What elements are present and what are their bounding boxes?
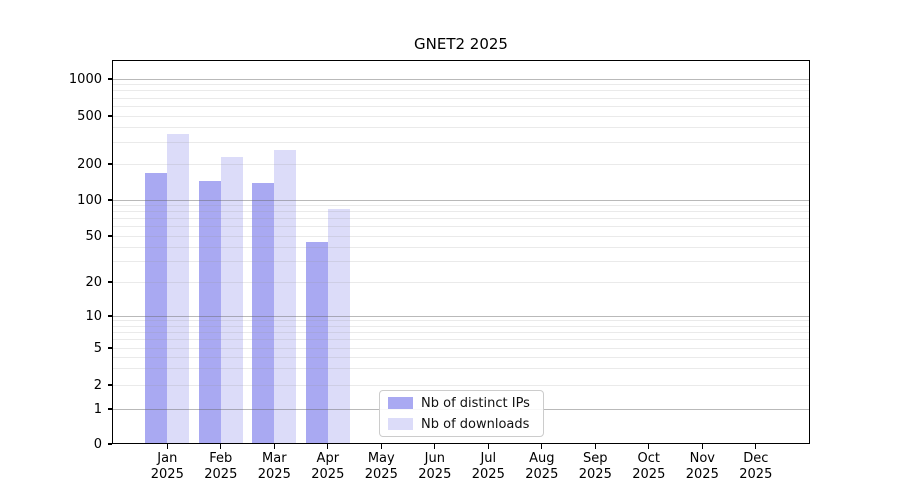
y-tick-label: 200 <box>77 156 102 172</box>
minor-gridline <box>112 261 810 263</box>
y-tick-label: 2 <box>93 377 102 393</box>
plot-area <box>112 60 810 444</box>
y-tick-label: 500 <box>77 108 102 124</box>
minor-gridline <box>112 356 810 358</box>
x-tick-label-aug: Aug 2025 <box>525 451 559 482</box>
x-tick-mark <box>541 444 543 449</box>
minor-gridline <box>112 211 810 213</box>
x-tick-label-jan: Jan 2025 <box>150 451 184 482</box>
minor-gridline <box>112 163 810 165</box>
y-tick-mark <box>107 199 112 201</box>
x-tick-label-jun: Jun 2025 <box>418 451 452 482</box>
minor-gridline <box>112 127 810 129</box>
x-tick-label-may: May 2025 <box>364 451 398 482</box>
legend-label-distinct-ips: Nb of distinct IPs <box>421 395 530 411</box>
y-tick-mark <box>107 115 112 117</box>
minor-gridline <box>112 235 810 237</box>
x-tick-label-mar: Mar 2025 <box>257 451 291 482</box>
plot-border-right <box>808 60 810 444</box>
x-tick-mark <box>220 444 222 449</box>
bar-distinct-ips-apr <box>305 242 328 444</box>
bar-downloads-feb <box>220 157 243 444</box>
y-tick-label: 0 <box>93 436 102 452</box>
x-tick-mark <box>273 444 275 449</box>
legend-swatch-downloads-icon <box>388 418 413 430</box>
x-tick-mark <box>166 444 168 449</box>
bar-distinct-ips-jan <box>145 173 168 444</box>
y-tick-mark <box>107 281 112 283</box>
bar-downloads-apr <box>327 209 350 444</box>
minor-gridline <box>112 90 810 92</box>
x-tick-label-jul: Jul 2025 <box>471 451 505 482</box>
x-tick-mark <box>380 444 382 449</box>
y-tick-label: 10 <box>85 308 102 324</box>
minor-gridline <box>112 84 810 86</box>
bar-distinct-ips-mar <box>252 182 275 444</box>
x-tick-label-sep: Sep 2025 <box>578 451 612 482</box>
x-tick-mark <box>648 444 650 449</box>
major-gridline <box>112 315 810 317</box>
bar-distinct-ips-feb <box>198 180 221 444</box>
y-axis-line <box>112 60 114 444</box>
bar-downloads-mar <box>274 150 297 444</box>
x-tick-mark <box>755 444 757 449</box>
minor-gridline <box>112 142 810 144</box>
major-gridline <box>112 199 810 201</box>
legend-label-downloads: Nb of downloads <box>421 416 530 432</box>
x-tick-mark <box>434 444 436 449</box>
minor-gridline <box>112 325 810 327</box>
y-tick-mark <box>107 78 112 80</box>
x-tick-label-dec: Dec 2025 <box>739 451 773 482</box>
minor-gridline <box>112 281 810 283</box>
legend-item-distinct-ips: Nb of distinct IPs <box>388 394 535 412</box>
y-tick-mark <box>107 315 112 317</box>
x-tick-label-nov: Nov 2025 <box>685 451 719 482</box>
legend-item-downloads: Nb of downloads <box>388 415 535 433</box>
bar-downloads-jan <box>167 133 190 444</box>
y-tick-mark <box>107 163 112 165</box>
minor-gridline <box>112 347 810 349</box>
plot-border-top <box>112 60 810 62</box>
x-tick-label-oct: Oct 2025 <box>632 451 666 482</box>
y-tick-mark <box>107 443 112 445</box>
major-gridline <box>112 78 810 80</box>
minor-gridline <box>112 204 810 206</box>
minor-gridline <box>112 339 810 341</box>
legend-swatch-distinct-ips-icon <box>388 397 413 409</box>
y-tick-mark <box>107 408 112 410</box>
x-axis-line <box>112 442 810 444</box>
chart-legend: Nb of distinct IPs Nb of downloads <box>379 390 544 437</box>
chart-title: GNET2 2025 <box>414 35 508 53</box>
y-tick-label: 1000 <box>68 71 102 87</box>
x-tick-label-apr: Apr 2025 <box>311 451 345 482</box>
x-tick-mark <box>327 444 329 449</box>
x-tick-mark <box>487 444 489 449</box>
minor-gridline <box>112 97 810 99</box>
minor-gridline <box>112 331 810 333</box>
minor-gridline <box>112 226 810 228</box>
minor-gridline <box>112 218 810 220</box>
y-tick-mark <box>107 384 112 386</box>
minor-gridline <box>112 368 810 370</box>
x-tick-mark <box>594 444 596 449</box>
minor-gridline <box>112 105 810 107</box>
y-tick-label: 100 <box>77 192 102 208</box>
minor-gridline <box>112 115 810 117</box>
x-tick-mark <box>701 444 703 449</box>
y-tick-label: 1 <box>93 401 102 417</box>
minor-gridline <box>112 246 810 248</box>
y-tick-mark <box>107 347 112 349</box>
minor-gridline <box>112 320 810 322</box>
y-tick-label: 5 <box>93 340 102 356</box>
minor-gridline <box>112 384 810 386</box>
y-tick-label: 20 <box>85 274 102 290</box>
y-tick-mark <box>107 235 112 237</box>
x-tick-label-feb: Feb 2025 <box>204 451 238 482</box>
y-tick-label: 50 <box>85 228 102 244</box>
